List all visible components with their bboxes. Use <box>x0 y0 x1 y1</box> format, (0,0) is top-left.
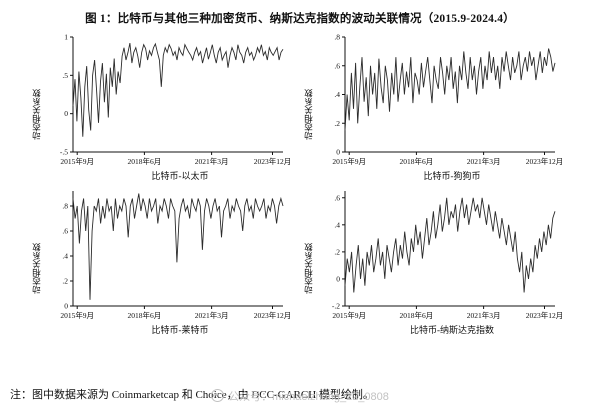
x-axis-label: 比特币-纳斯达克指数 <box>410 325 494 335</box>
svg-text:2023年12月: 2023年12月 <box>254 310 292 320</box>
svg-text:2018年6月: 2018年6月 <box>400 156 434 166</box>
svg-text:.2: .2 <box>334 247 340 256</box>
svg-text:0: 0 <box>64 109 68 118</box>
x-axis-label: 比特币-以太币 <box>151 171 209 181</box>
svg-text:.5: .5 <box>62 71 68 80</box>
chart-panel-ltc: 动态相关系数 0 .2 .4 .6 .8 2015年9月 2018年6月 2021年3月 202… <box>30 184 298 336</box>
svg-text:2018年6月: 2018年6月 <box>128 310 162 320</box>
chart-canvas-ltc: 0 .2 .4 .6 .8 2015年9月 2018年6月 2021年3月 2023年12月 <box>60 191 292 320</box>
svg-text:.4: .4 <box>62 252 68 261</box>
y-axis-label: 动态相关系数 <box>31 243 42 295</box>
svg-text:1: 1 <box>64 33 68 42</box>
chart-panel-eth: 动态相关系数 -.5 0 .5 1 2015年9月 2018年6月 2021年3月 2023年… <box>30 30 298 182</box>
svg-text:2023年12月: 2023年12月 <box>526 156 564 166</box>
chart-panel-nasdaq: 动态相关系数 -.2 0 .2 .4 .6 2015年9月 2018年6月 2021年3月 20… <box>302 184 570 336</box>
svg-text:.2: .2 <box>62 277 68 286</box>
svg-text:.8: .8 <box>62 202 68 211</box>
svg-text:0: 0 <box>336 148 340 157</box>
svg-text:0: 0 <box>64 302 68 311</box>
svg-text:0: 0 <box>336 274 340 283</box>
svg-text:2015年9月: 2015年9月 <box>332 310 366 320</box>
figure-grid: 动态相关系数 -.5 0 .5 1 2015年9月 2018年6月 2021年3月 2023年… <box>30 30 570 336</box>
svg-text:.8: .8 <box>334 33 340 42</box>
y-axis-label: 动态相关系数 <box>31 89 42 141</box>
svg-text:.4: .4 <box>334 220 340 229</box>
y-axis-label: 动态相关系数 <box>303 243 314 295</box>
svg-text:.4: .4 <box>334 90 340 99</box>
y-axis-label: 动态相关系数 <box>303 89 314 141</box>
svg-text:-.2: -.2 <box>332 302 340 311</box>
svg-text:2021年3月: 2021年3月 <box>195 156 229 166</box>
svg-text:2015年9月: 2015年9月 <box>60 156 94 166</box>
page-title: 图 1：比特币与其他三种加密货币、纳斯达克指数的波动关联情况（2015.9-20… <box>85 13 515 25</box>
svg-text:2018年6月: 2018年6月 <box>128 156 162 166</box>
chart-panel-doge: 动态相关系数 0 .2 .4 .6 .8 2015年9月 2018年6月 2021年3月 202… <box>302 30 570 182</box>
svg-text:2023年12月: 2023年12月 <box>526 310 564 320</box>
source-note: 注：图中数据来源为 Coinmarketcap 和 Choice，由 DCC-G… <box>10 389 374 401</box>
svg-text:.6: .6 <box>334 61 340 70</box>
svg-text:-.5: -.5 <box>60 148 68 157</box>
chart-canvas-nasdaq: -.2 0 .2 .4 .6 2015年9月 2018年6月 2021年3月 2023年12月 <box>332 191 564 320</box>
x-axis-label: 比特币-狗狗币 <box>423 171 481 181</box>
svg-text:.2: .2 <box>334 119 340 128</box>
svg-text:2021年3月: 2021年3月 <box>195 310 229 320</box>
svg-text:2015年9月: 2015年9月 <box>60 310 94 320</box>
svg-text:2021年3月: 2021年3月 <box>467 156 501 166</box>
chart-canvas-doge: 0 .2 .4 .6 .8 2015年9月 2018年6月 2021年3月 2023年12月 <box>332 33 564 167</box>
svg-text:2023年12月: 2023年12月 <box>254 156 292 166</box>
svg-text:.6: .6 <box>62 227 68 236</box>
chart-canvas-eth: -.5 0 .5 1 2015年9月 2018年6月 2021年3月 2023年12月 <box>60 33 292 167</box>
x-axis-label: 比特币-莱特币 <box>151 325 209 335</box>
svg-text:.6: .6 <box>334 193 340 202</box>
svg-text:2015年9月: 2015年9月 <box>332 156 366 166</box>
svg-text:2018年6月: 2018年6月 <box>400 310 434 320</box>
svg-text:2021年3月: 2021年3月 <box>467 310 501 320</box>
